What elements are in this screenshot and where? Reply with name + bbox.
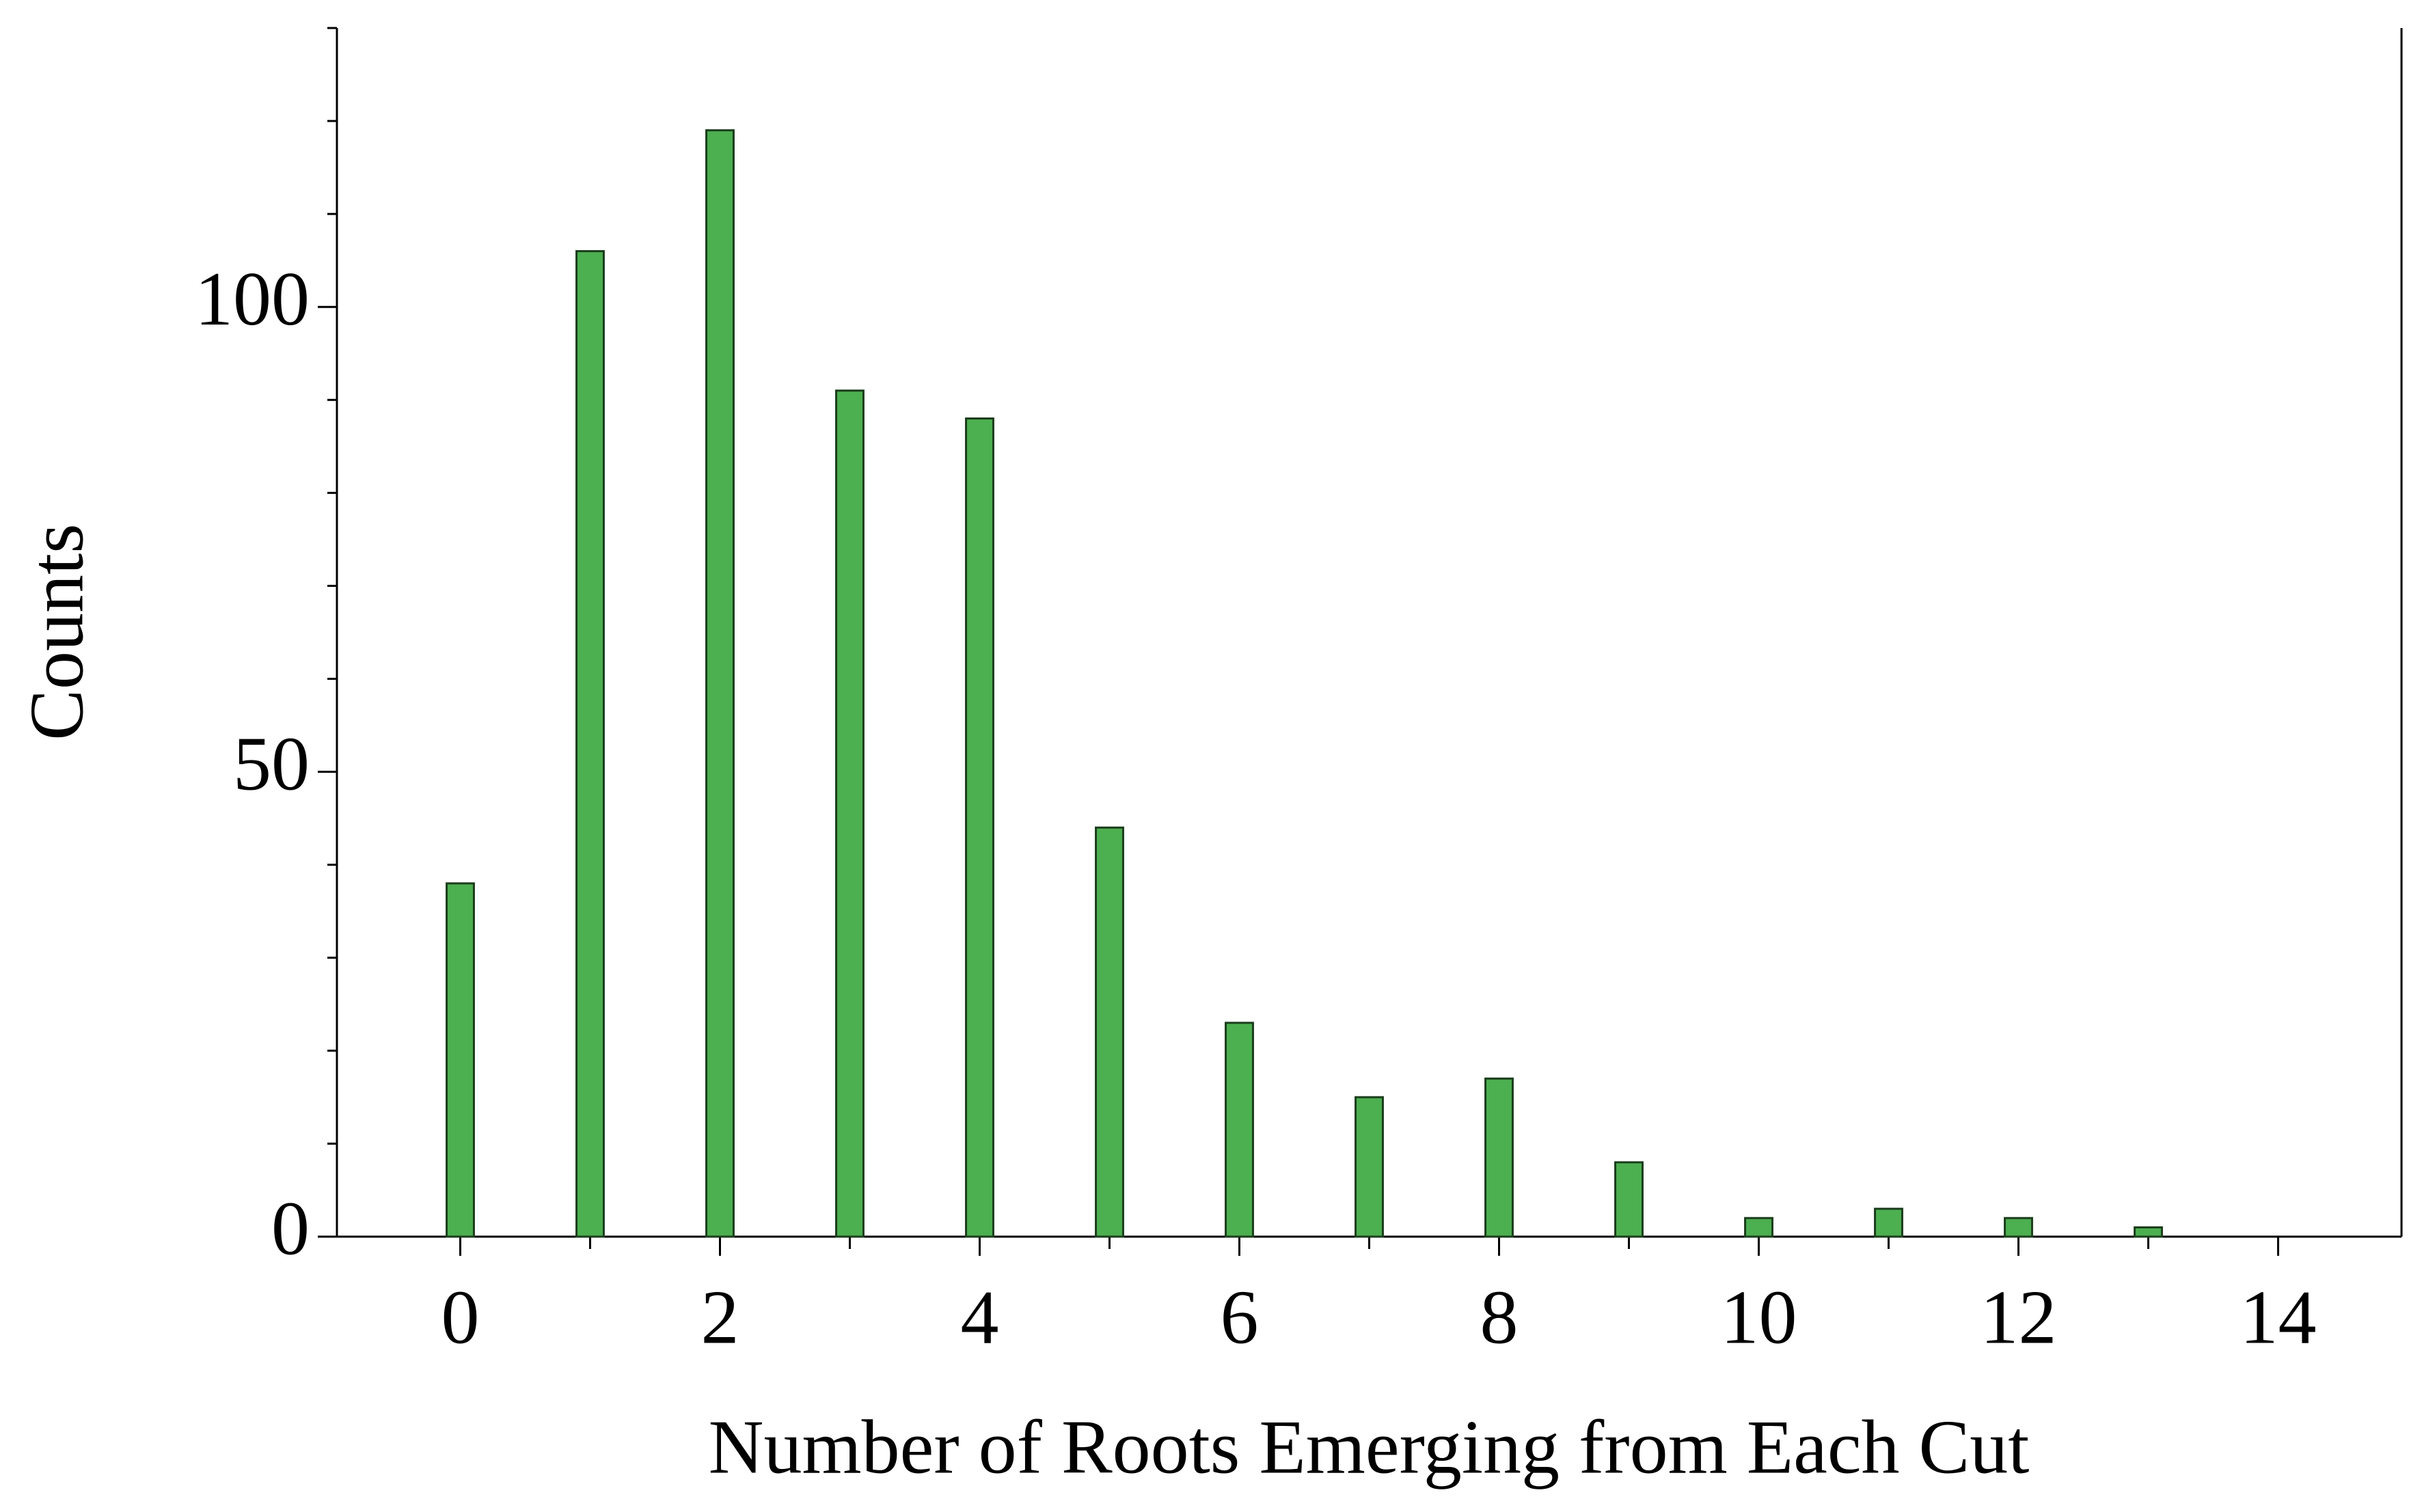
bar	[1874, 1207, 1903, 1238]
bar	[1614, 1161, 1644, 1238]
bar	[575, 250, 605, 1238]
x-tick-label: 2	[701, 1276, 739, 1360]
bar	[1225, 1021, 1254, 1238]
bar	[835, 389, 865, 1238]
bar	[1744, 1217, 1773, 1238]
x-tick-label: 14	[2240, 1276, 2317, 1360]
x-tick-label: 8	[1480, 1276, 1519, 1360]
x-tick-label: 4	[961, 1276, 999, 1360]
bar	[1355, 1096, 1384, 1238]
y-axis-label: Counts	[15, 523, 100, 740]
x-tick-label: 6	[1221, 1276, 1259, 1360]
bar	[446, 882, 475, 1238]
bar	[1484, 1077, 1514, 1238]
y-tick-label: 0	[271, 1187, 310, 1272]
y-tick-label: 100	[195, 257, 310, 342]
bar	[1095, 826, 1124, 1238]
x-tick-label: 0	[441, 1276, 480, 1360]
x-axis-label: Number of Roots Emerging from Each Cut	[709, 1405, 2030, 1490]
x-tick-label: 12	[1981, 1276, 2057, 1360]
y-tick-label: 50	[233, 721, 310, 806]
x-tick-label: 10	[1721, 1276, 1797, 1360]
bar	[965, 417, 994, 1238]
bar	[2134, 1226, 2163, 1238]
bar	[705, 129, 735, 1238]
bar	[2004, 1217, 2033, 1238]
